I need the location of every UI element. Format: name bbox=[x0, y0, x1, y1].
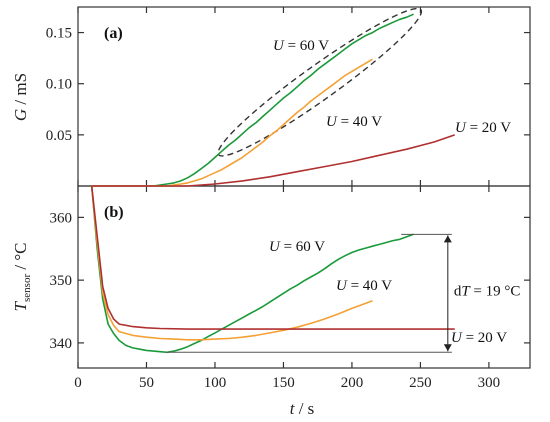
panel-b-series bbox=[90, 185, 455, 354]
panel-a-frame bbox=[77, 6, 531, 187]
panel-b-series-0 bbox=[90, 185, 414, 354]
panel-b-frame bbox=[77, 185, 531, 369]
panel-b-ylabel: Tsensor / °C bbox=[11, 243, 33, 312]
panel-a-series bbox=[91, 13, 455, 187]
dT-label: dT = 19 °C bbox=[454, 283, 521, 299]
panel-b-ytick-label: 350 bbox=[50, 273, 73, 289]
x-tick-label: 200 bbox=[341, 375, 364, 391]
x-tick-label: 150 bbox=[272, 375, 295, 391]
panel-b-label-2: U = 20 V bbox=[451, 330, 507, 346]
panel-a-ylabel-var: G bbox=[11, 109, 30, 121]
panel-a-series-1 bbox=[91, 58, 373, 187]
panel-b-ylabel-var: T bbox=[11, 300, 30, 311]
panel-b-ytick-label: 340 bbox=[50, 336, 73, 352]
dT-annotation: dT = 19 °C bbox=[167, 233, 521, 353]
x-axis-title: t / s bbox=[290, 399, 315, 418]
panel-b-ticks: 340 350 360 0 50 100 150 200 250 300 bbox=[50, 186, 530, 391]
panel-a-label-0: U = 60 V bbox=[273, 38, 329, 54]
panel-b-label-1: U = 40 V bbox=[336, 278, 392, 294]
panel-b-ytick-label: 360 bbox=[50, 210, 73, 226]
series-labels: U = 60 V U = 40 V U = 20 V U = 60 V U = 40 V… bbox=[269, 38, 511, 346]
panel-a-series-0 bbox=[91, 13, 414, 187]
x-tick-label: 250 bbox=[409, 375, 432, 391]
panel-a-label: (a) bbox=[104, 25, 123, 42]
highlight-ellipse bbox=[217, 7, 423, 157]
panel-b-series-1 bbox=[90, 185, 373, 341]
panel-a-ylabel: G / mS bbox=[11, 73, 30, 121]
panel-a-ylabel-sep: / bbox=[11, 96, 30, 109]
panel-a-label-1: U = 40 V bbox=[326, 114, 382, 130]
panel-b-label-0: U = 60 V bbox=[269, 239, 325, 255]
highlight-ellipse-shape bbox=[217, 7, 423, 157]
dT-arrow-head-up bbox=[443, 235, 452, 243]
panel-b-ylabel-sub: sensor bbox=[21, 274, 33, 302]
panel-b-ylabel-unit: / °C bbox=[11, 243, 30, 274]
x-axis-title-var: t bbox=[290, 399, 296, 418]
dT-arrow-head-down bbox=[443, 344, 452, 352]
x-axis-title-unit: / s bbox=[294, 399, 314, 418]
panel-a-ytick-label: 0.15 bbox=[46, 26, 72, 42]
x-tick-label: 50 bbox=[139, 375, 154, 391]
x-tick-label: 0 bbox=[74, 375, 82, 391]
x-tick-label: 100 bbox=[204, 375, 227, 391]
panel-b-series-2 bbox=[90, 185, 455, 330]
panel-a-ylabel-unit: mS bbox=[11, 73, 30, 96]
panel-b-label: (b) bbox=[104, 204, 124, 221]
panel-a-ytick-label: 0.10 bbox=[46, 77, 72, 93]
x-tick-label: 300 bbox=[478, 375, 501, 391]
panel-a-ytick-label: 0.05 bbox=[46, 128, 72, 144]
panel-a-ticks: 0.05 0.10 0.15 bbox=[46, 7, 530, 186]
panel-a-label-2: U = 20 V bbox=[455, 120, 511, 136]
panel-a-series-2 bbox=[91, 134, 455, 187]
